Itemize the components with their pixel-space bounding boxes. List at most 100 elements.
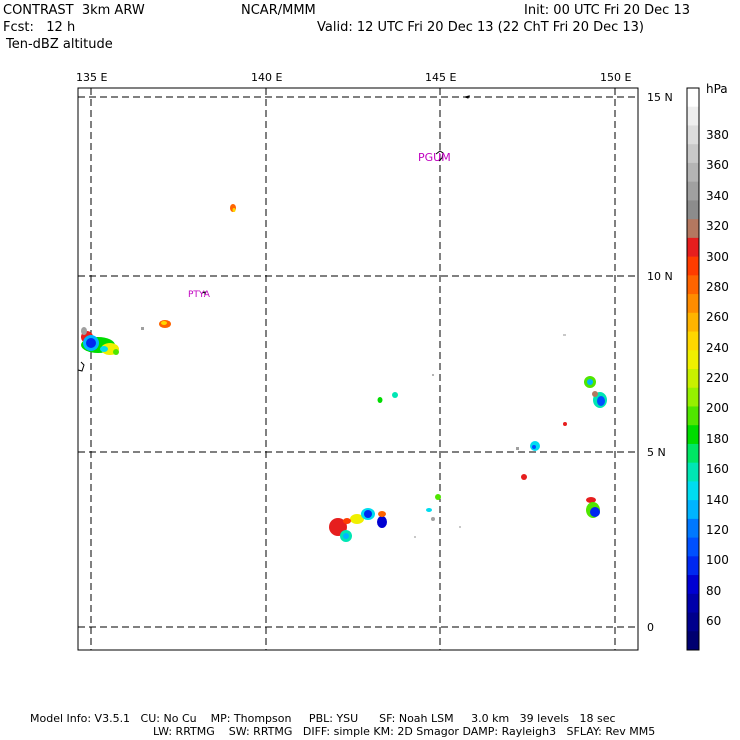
echo-cell xyxy=(364,510,372,518)
echo-cell xyxy=(113,349,119,355)
colorbar-swatch xyxy=(687,425,699,445)
colorbar-label: 160 xyxy=(706,462,729,477)
lat-label-5n: 5 N xyxy=(647,446,666,459)
echo-cell xyxy=(459,526,461,528)
footer-model-info: Model Info: V3.5.1 CU: No Cu MP: Thompso… xyxy=(30,712,616,725)
echo-cell xyxy=(232,208,236,212)
echo-cell xyxy=(141,327,144,330)
echo-cell xyxy=(431,517,435,521)
colorbar-label: 360 xyxy=(706,158,729,173)
colorbar-label: 380 xyxy=(706,128,729,142)
colorbar-label: 320 xyxy=(706,219,729,234)
echo-cell xyxy=(516,447,519,450)
colorbar-swatch xyxy=(687,350,699,370)
colorbar-label: 100 xyxy=(706,553,729,568)
colorbar xyxy=(686,87,700,651)
lon-label-140: 140 E xyxy=(251,71,283,84)
colorbar-swatch xyxy=(687,181,699,201)
station-label-ptya: PTYA xyxy=(188,290,210,300)
lon-label-150: 150 E xyxy=(600,71,632,84)
echo-cell xyxy=(587,379,593,385)
colorbar-swatch xyxy=(687,331,699,351)
echo-cell xyxy=(435,494,441,500)
colorbar-swatch xyxy=(687,556,699,576)
echo-cell xyxy=(592,391,598,397)
colorbar-swatch xyxy=(687,312,699,333)
colorbar-label: 260 xyxy=(706,310,729,325)
station-label-pgum: PGUM xyxy=(418,151,451,164)
colorbar-swatch xyxy=(687,462,699,482)
echo-cell xyxy=(432,374,434,376)
colorbar-label: 140 xyxy=(706,492,729,507)
colorbar-swatch xyxy=(687,275,699,295)
colorbar-label: 80 xyxy=(706,583,722,598)
echo-cell xyxy=(81,327,87,335)
echo-cell xyxy=(563,422,567,426)
colorbar-swatch xyxy=(687,144,699,164)
colorbar-swatch xyxy=(687,387,699,407)
lon-label-145: 145 E xyxy=(425,71,457,84)
reflectivity-cells xyxy=(81,204,607,542)
echo-cell xyxy=(597,396,605,406)
echo-cell xyxy=(378,511,386,517)
colorbar-swatch xyxy=(687,631,699,651)
colorbar-frame xyxy=(686,87,700,651)
lat-label-15n: 15 N xyxy=(647,91,673,104)
colorbar-label: 300 xyxy=(706,249,729,264)
lat-label-0: 0 xyxy=(647,621,654,634)
colorbar-label: 220 xyxy=(706,371,729,385)
colorbar-swatch xyxy=(687,294,699,314)
colorbar-label: 120 xyxy=(706,522,729,537)
palau-coastline xyxy=(77,361,85,372)
echo-cell xyxy=(532,445,536,449)
island-north-coastline xyxy=(463,95,470,99)
colorbar-swatch xyxy=(687,593,699,614)
echo-cell xyxy=(414,536,416,538)
colorbar-unit: hPa xyxy=(706,82,728,96)
echo-cell xyxy=(377,397,383,403)
echo-cell xyxy=(100,346,108,352)
lat-label-10n: 10 N xyxy=(647,270,673,283)
echo-cell xyxy=(343,533,349,539)
colorbar-label: 180 xyxy=(706,431,729,446)
echo-cell xyxy=(161,321,167,325)
valid-time: Valid: 12 UTC Fri 20 Dec 13 (22 ChT Fri … xyxy=(317,20,645,35)
colorbar-swatch xyxy=(687,481,699,501)
coastlines xyxy=(77,95,470,372)
colorbar-swatch xyxy=(687,237,699,258)
echo-cell xyxy=(392,392,398,398)
lon-label-135: 135 E xyxy=(76,71,108,84)
colorbar-swatch xyxy=(687,88,699,108)
colorbar-label: 340 xyxy=(706,188,729,203)
echo-cell xyxy=(377,516,387,528)
colorbar-swatch xyxy=(687,369,699,389)
colorbar-swatch xyxy=(687,219,699,239)
echo-cell xyxy=(86,338,96,348)
center-name: NCAR/MMM xyxy=(241,3,316,18)
echo-cell xyxy=(350,514,364,524)
colorbar-swatch xyxy=(687,500,699,520)
field-name: Ten-dBZ altitude xyxy=(6,37,113,52)
map-frame xyxy=(77,87,639,651)
colorbar-swatch xyxy=(687,537,699,557)
echo-cell xyxy=(563,334,566,336)
colorbar-label: 240 xyxy=(706,340,729,355)
echo-cell xyxy=(521,474,527,480)
echo-cell xyxy=(590,507,600,517)
forecast-hour: Fcst: 12 h xyxy=(3,20,76,35)
colorbar-swatch xyxy=(687,200,699,220)
colorbar-swatch xyxy=(687,125,699,145)
model-title: CONTRAST 3km ARW xyxy=(3,3,145,18)
colorbar-swatch xyxy=(687,162,699,183)
echo-cell xyxy=(343,518,351,524)
colorbar-label: 60 xyxy=(706,614,722,628)
colorbar-swatch xyxy=(687,518,699,539)
init-time: Init: 00 UTC Fri 20 Dec 13 xyxy=(524,3,690,18)
colorbar-swatch xyxy=(687,406,699,426)
yap-coastline xyxy=(201,291,206,295)
graticule xyxy=(78,88,638,650)
colorbar-swatch xyxy=(687,256,699,276)
guam-coastline xyxy=(435,150,444,162)
echo-cell xyxy=(426,508,432,512)
